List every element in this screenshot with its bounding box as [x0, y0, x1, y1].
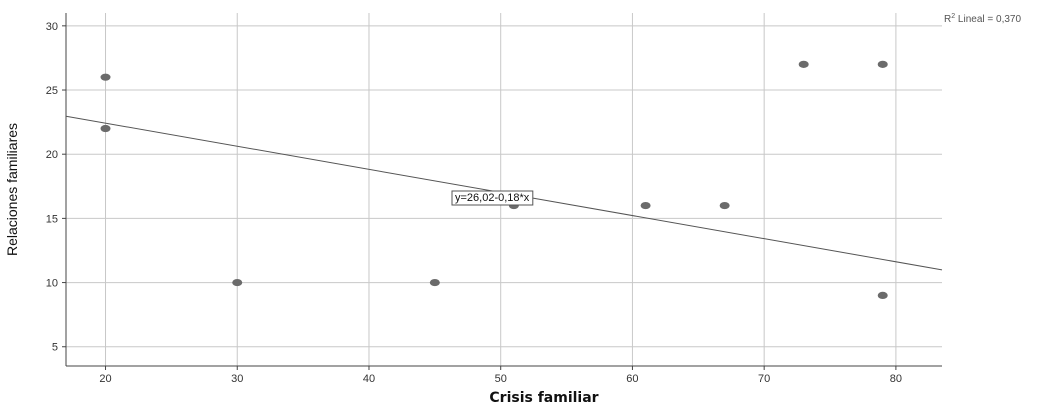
x-axis-title: Crisis familiar — [489, 390, 598, 406]
data-point — [232, 278, 243, 287]
y-tick-label: 20 — [46, 149, 58, 161]
equation-label-frame — [451, 190, 534, 206]
data-point — [877, 291, 888, 299]
y-axis-title: Relaciones familiares — [4, 123, 20, 256]
r-squared-prefix: R — [944, 14, 951, 25]
grid-layer — [66, 13, 942, 366]
data-point — [798, 60, 809, 68]
x-tick-label: 70 — [758, 373, 770, 385]
equation-label-box: y=26,02-0,18*x — [451, 190, 534, 206]
data-point — [429, 278, 440, 287]
y-tick-labels: 5 10 15 20 25 30 — [46, 21, 66, 354]
r-squared-superscript: 2 — [951, 13, 955, 20]
data-point — [877, 60, 888, 68]
y-tick-label: 15 — [46, 213, 58, 225]
x-tick-label: 30 — [231, 373, 243, 385]
r-squared-label: R2 Lineal = 0,370 — [944, 13, 1021, 25]
data-point — [719, 201, 730, 210]
data-point — [640, 201, 651, 210]
data-point — [100, 124, 111, 133]
x-tick-label: 20 — [99, 373, 111, 385]
x-tick-label: 50 — [495, 373, 507, 385]
y-tick-label: 25 — [46, 85, 58, 97]
equation-label: y=26,02-0,18*x — [455, 192, 530, 204]
x-tick-labels: 20 30 40 50 60 70 80 — [99, 366, 902, 385]
x-tick-label: 40 — [363, 373, 375, 385]
y-tick-label: 5 — [52, 342, 58, 354]
r-squared-value: Lineal = 0,370 — [955, 14, 1021, 25]
x-tick-label: 60 — [626, 373, 638, 385]
y-tick-label: 30 — [46, 21, 58, 33]
y-tick-label: 10 — [46, 278, 58, 290]
data-point — [100, 73, 111, 81]
data-points — [100, 60, 888, 299]
x-tick-label: 80 — [890, 373, 902, 385]
